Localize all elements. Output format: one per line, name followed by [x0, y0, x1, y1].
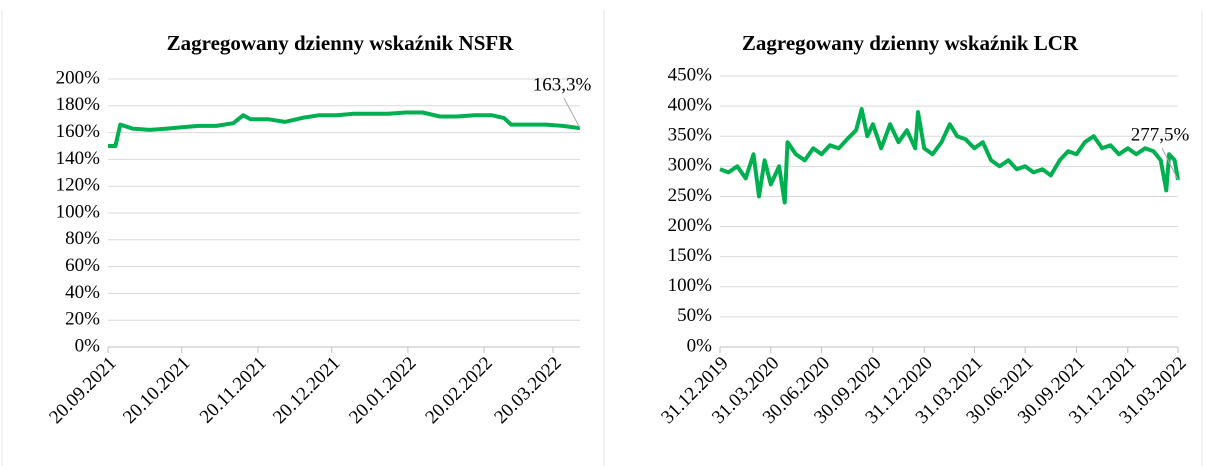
y-tick-label: 100% [56, 201, 101, 222]
y-tick-label: 60% [65, 255, 100, 276]
y-tick-label: 0% [75, 335, 101, 356]
data-label: 277,5% [1131, 124, 1190, 145]
y-tick-label: 80% [65, 228, 100, 249]
y-tick-label: 250% [668, 185, 713, 206]
x-tick-label: 20.12.2021 [269, 353, 344, 428]
x-tick-label: 20.10.2021 [119, 353, 194, 428]
y-tick-label: 300% [668, 155, 713, 176]
chart-title: Zagregowany dzienny wskaźnik LCR [742, 31, 1079, 55]
y-tick-label: 450% [668, 64, 713, 85]
data-line [108, 110, 581, 148]
y-tick-label: 140% [56, 148, 101, 169]
leader-line [1161, 147, 1179, 181]
x-tick-label: 20.02.2022 [421, 353, 496, 428]
x-tick-label: 20.09.2021 [45, 353, 120, 428]
y-tick-label: 150% [668, 245, 713, 266]
y-tick-label: 200% [668, 215, 713, 236]
y-tick-label: 350% [668, 125, 713, 146]
chart-title: Zagregowany dzienny wskaźnik NSFR [167, 31, 515, 55]
y-tick-label: 100% [668, 275, 713, 296]
y-tick-label: 50% [677, 305, 712, 326]
x-tick-label: 20.03.2022 [490, 353, 565, 428]
y-tick-label: 160% [56, 121, 101, 142]
x-tick-label: 20.01.2022 [345, 353, 420, 428]
y-tick-label: 20% [65, 309, 100, 330]
y-tick-label: 0% [687, 335, 713, 356]
y-tick-label: 200% [56, 67, 101, 88]
y-tick-label: 180% [56, 94, 101, 115]
data-label: 163,3% [533, 75, 592, 96]
y-tick-label: 400% [668, 94, 713, 115]
y-tick-label: 120% [56, 175, 101, 196]
data-line [719, 107, 1180, 205]
leader-line [563, 97, 581, 129]
x-tick-label: 20.11.2021 [196, 353, 271, 428]
y-tick-label: 40% [65, 282, 100, 303]
